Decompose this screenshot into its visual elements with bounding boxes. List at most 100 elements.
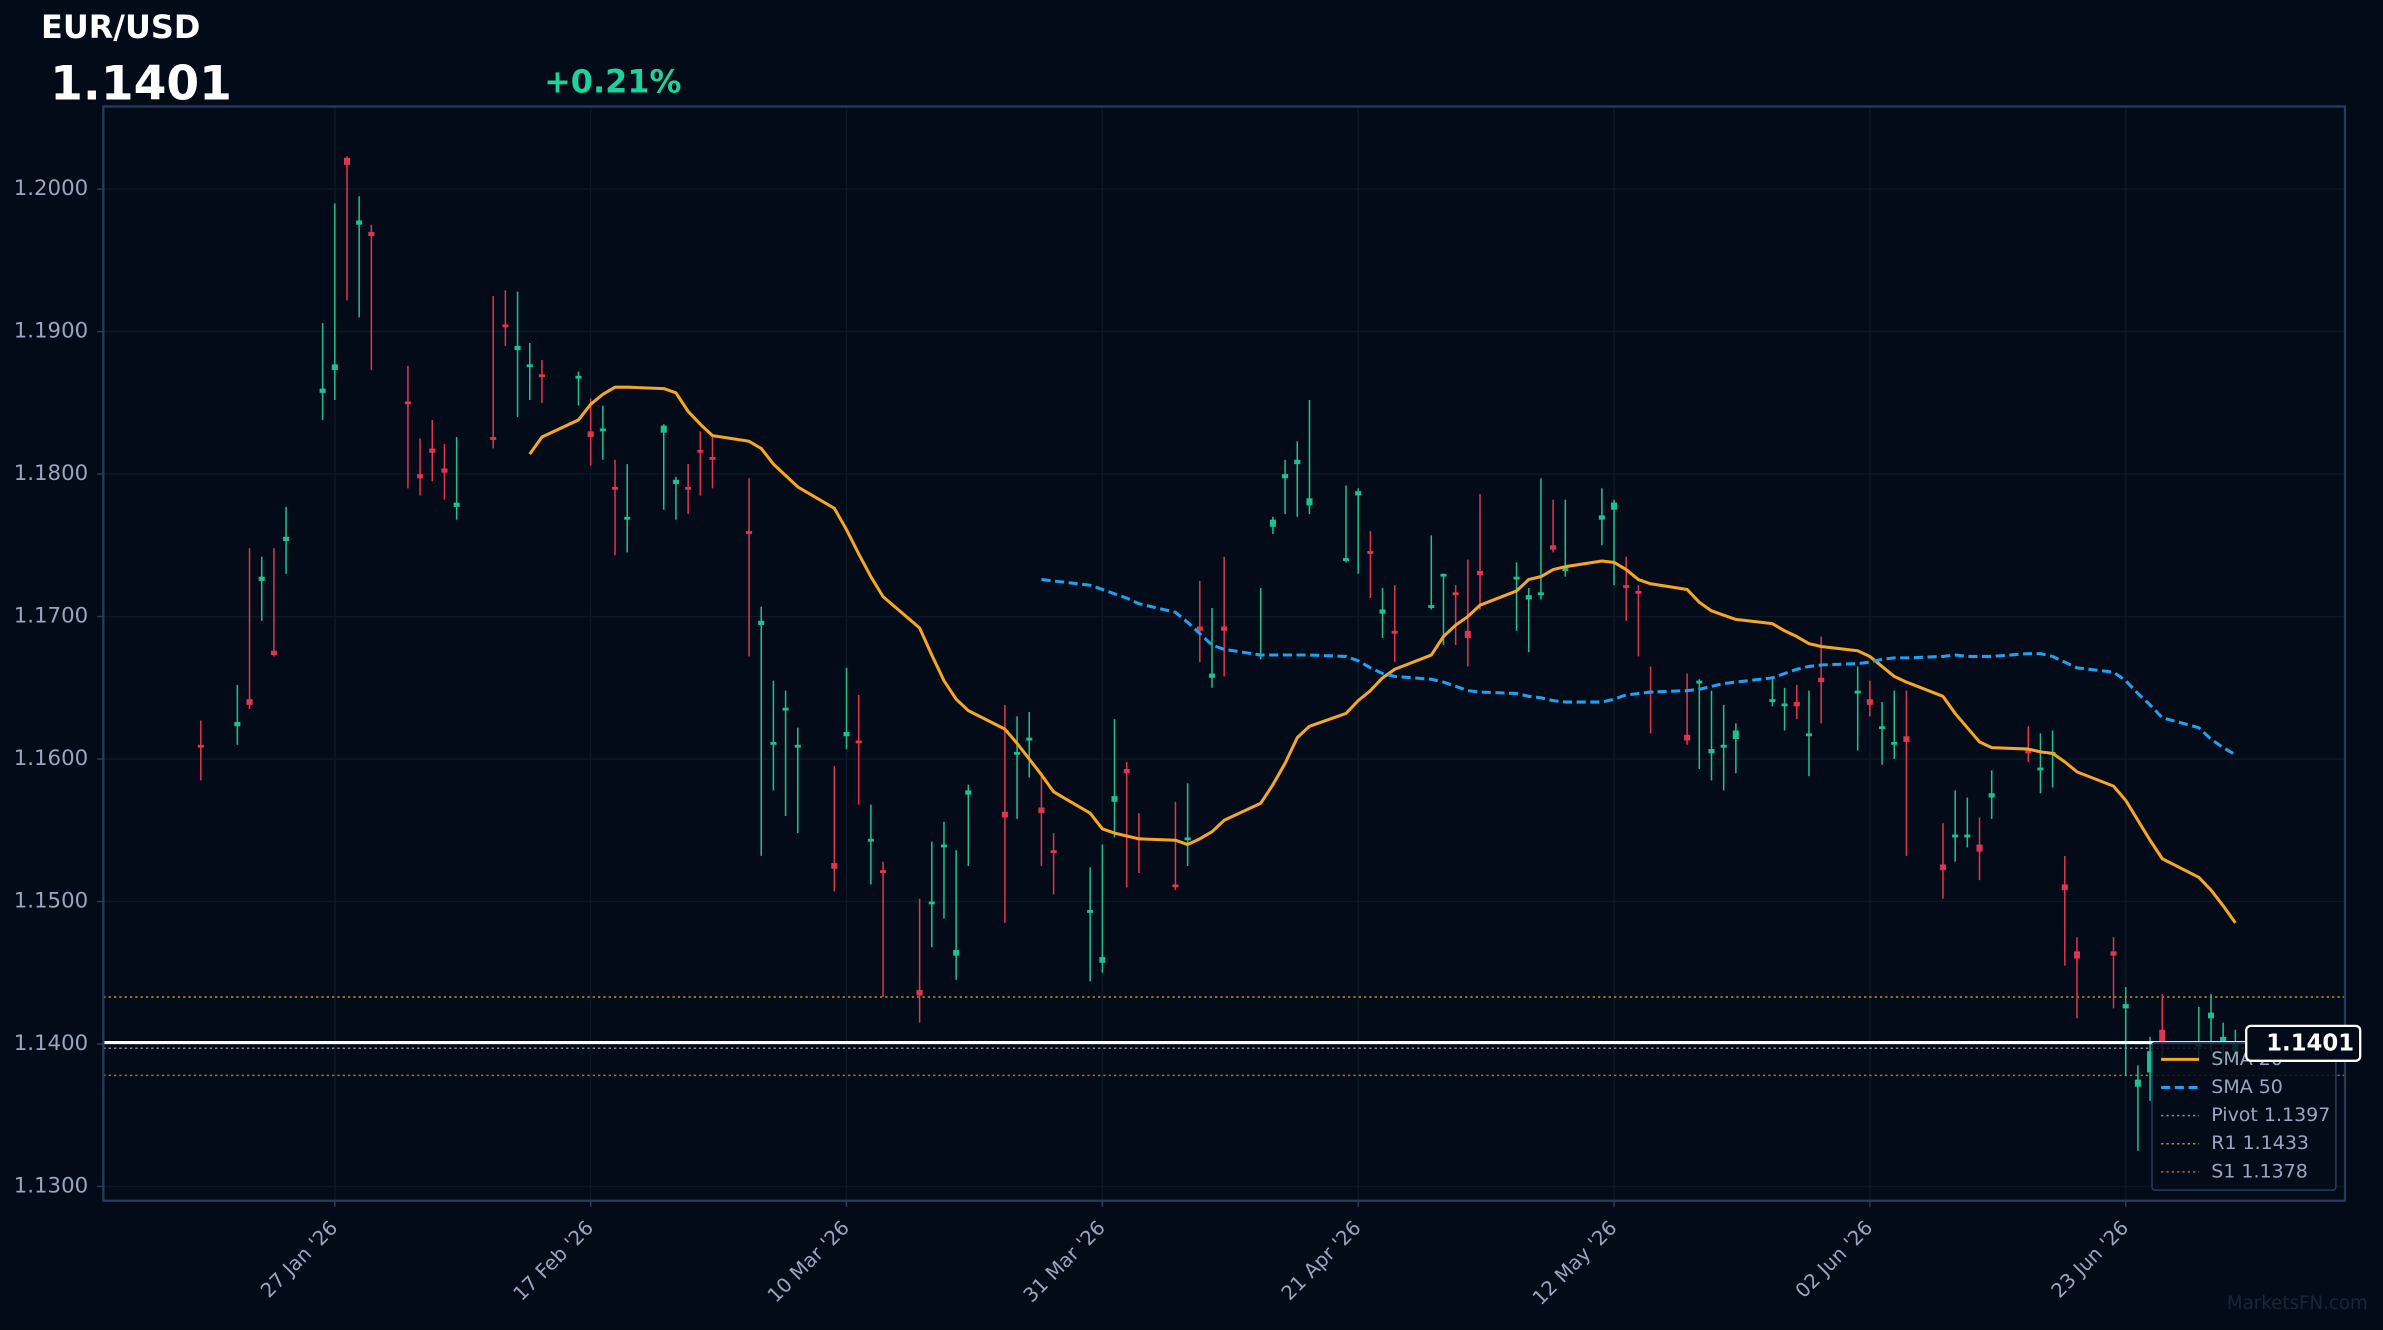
candle-body [1781, 703, 1788, 707]
candle-body [916, 989, 923, 996]
candle-body [1939, 864, 1947, 871]
candle-body [1696, 680, 1703, 684]
candle-body [417, 474, 424, 479]
candle-body [611, 486, 619, 490]
legend-label: S1 1.1378 [2211, 1160, 2308, 1182]
candle-body [1976, 844, 1983, 852]
candle-body [2073, 951, 2081, 959]
candle-body [2134, 1079, 2141, 1087]
candle-body [283, 536, 290, 542]
candle-body [1014, 751, 1021, 755]
y-tick-label: 1.1300 [14, 1173, 88, 1198]
candle-body [441, 468, 448, 473]
price: 1.1401 [50, 57, 232, 112]
candle-body [331, 364, 338, 371]
candle-body [1269, 519, 1276, 527]
candle-body [1367, 551, 1374, 554]
candle-body [2207, 1012, 2215, 1019]
candle-body [1391, 630, 1398, 634]
watermark: MarketsFN.com [2227, 1293, 2368, 1314]
y-tick-label: 1.1600 [14, 746, 88, 771]
candle-body [2025, 750, 2032, 754]
candle-body [1562, 568, 1569, 571]
candle-body [1342, 558, 1350, 561]
candle-body [514, 345, 521, 351]
candle-body [599, 428, 606, 432]
candle-body [1537, 592, 1544, 596]
candle-body [1221, 626, 1228, 631]
candle-body [965, 790, 972, 795]
y-tick-label: 1.1900 [14, 319, 88, 344]
candle-body [1440, 573, 1447, 577]
price-label: 1.1401 [2266, 1031, 2354, 1057]
candle-body [940, 844, 948, 848]
candle-body [1684, 734, 1691, 741]
candle-body [855, 740, 862, 744]
candle-body [1623, 585, 1630, 589]
plot-border [102, 105, 2347, 1202]
candle-body [575, 375, 582, 379]
candle-body [2220, 1036, 2227, 1044]
candle-body [1635, 590, 1642, 594]
candle-body [1087, 910, 1094, 913]
candle-body [1306, 498, 1313, 506]
candle-body [1550, 545, 1557, 550]
candle-body [672, 479, 679, 485]
candle-body [1379, 609, 1386, 614]
candle-body [1513, 576, 1520, 580]
candle-body [1428, 605, 1435, 609]
candle-body [1111, 796, 1118, 802]
candle-body [1598, 515, 1605, 520]
candle-body [538, 374, 545, 378]
candle-body [1476, 570, 1484, 576]
candle-body [953, 949, 960, 956]
candle-body [1355, 491, 1362, 496]
candle-body [758, 620, 765, 626]
candle-body [1123, 769, 1130, 774]
candle-body [1001, 811, 1008, 818]
candle-body [356, 220, 363, 225]
candle-body [1026, 737, 1033, 741]
y-tick-label: 1.1500 [14, 889, 88, 914]
candle-body [1708, 749, 1715, 754]
candle-body [1184, 837, 1191, 841]
candle-body [246, 699, 253, 705]
candle-body [270, 650, 277, 656]
candle-body [1172, 884, 1179, 888]
candle-body [1903, 736, 1910, 742]
candle-body [429, 448, 436, 453]
candle-body [453, 502, 460, 507]
candle-body [697, 449, 704, 453]
price-label-box [2245, 1024, 2362, 1062]
candle-body [1038, 807, 1045, 814]
candle-body [685, 486, 692, 490]
candle-body [319, 388, 326, 393]
candle-body [490, 437, 497, 440]
candle-body [1769, 699, 1776, 703]
candle-body [197, 744, 204, 748]
candle-body [1282, 474, 1289, 479]
candle-body [2122, 1004, 2129, 1009]
candle-body [709, 456, 716, 460]
candle-body [2147, 1051, 2154, 1073]
candle-body [2037, 767, 2044, 771]
candle-body [843, 731, 850, 737]
candle-body [587, 431, 594, 438]
candle-body [1050, 850, 1057, 854]
candle-body [1720, 744, 1727, 748]
candle-body [1879, 726, 1886, 730]
candle-body [1866, 699, 1873, 705]
candle-body [526, 364, 533, 368]
candle-body [1891, 741, 1898, 745]
candle-body [2061, 884, 2068, 891]
change: +0.21% [544, 63, 681, 101]
candle-body [867, 838, 874, 842]
y-tick-label: 1.2000 [14, 176, 88, 201]
candle-body [880, 870, 887, 874]
y-tick-label: 1.1700 [14, 604, 88, 629]
candle-body [1099, 957, 1106, 963]
legend-label: Pivot 1.1397 [2211, 1104, 2330, 1126]
candle-body [1964, 834, 1971, 838]
